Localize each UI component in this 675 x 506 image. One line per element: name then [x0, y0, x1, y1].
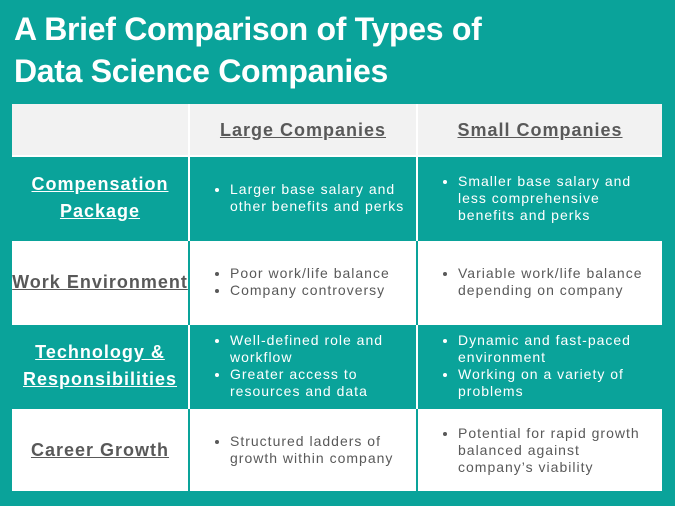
table-cell: Variable work/life balance depending on …	[416, 239, 662, 324]
bullet-item: Potential for rapid growth balanced agai…	[458, 425, 652, 476]
title-line: A Brief Comparison of Types of	[14, 11, 482, 47]
row-label: Technology & Responsibilities	[22, 342, 178, 389]
table-cell: Larger base salary and other benefits an…	[188, 155, 417, 240]
bullet-item: Well-defined role and workflow	[230, 332, 406, 366]
table-row: Career Growth Structured ladders of growt…	[12, 407, 662, 491]
table-cell: Potential for rapid growth balanced agai…	[416, 407, 662, 491]
bullet-list: Structured ladders of growth within comp…	[190, 433, 416, 467]
bullet-list: Larger base salary and other benefits an…	[190, 181, 416, 215]
table-row: Technology & Responsibilities Well-define…	[12, 323, 662, 408]
row-label: Work Environment	[12, 271, 188, 292]
bullet-item: Larger base salary and other benefits an…	[230, 181, 406, 215]
bullet-list: Potential for rapid growth balanced agai…	[418, 425, 662, 476]
title: A Brief Comparison of Types of Data Scien…	[14, 8, 482, 92]
bullet-item: Working on a variety of problems	[458, 366, 652, 400]
table-cell: Smaller base salary and less comprehensi…	[416, 155, 662, 240]
table-cell: Well-defined role and workflowGreater ac…	[188, 323, 417, 408]
column-header: Small Companies	[416, 104, 662, 156]
row-label-cell: Work Environment	[12, 239, 189, 324]
bullet-item: Poor work/life balance	[230, 265, 406, 282]
column-header-text: Small Companies	[457, 119, 623, 140]
row-label-cell: Technology & Responsibilities	[12, 323, 189, 408]
row-label: Career Growth	[30, 439, 170, 460]
column-header: Large Companies	[188, 104, 417, 156]
bullet-list: Dynamic and fast-paced environmentWorkin…	[418, 332, 662, 400]
row-label-cell: Career Growth	[12, 407, 189, 491]
title-line: Data Science Companies	[14, 53, 388, 89]
comparison-table: Large Companies Small Companies Compensat…	[12, 104, 662, 491]
corner-cell	[12, 104, 189, 156]
bullet-list: Well-defined role and workflowGreater ac…	[190, 332, 416, 400]
row-label: Compensation Package	[31, 174, 169, 221]
bullet-item: Variable work/life balance depending on …	[458, 265, 652, 299]
bullet-item: Company controversy	[230, 282, 406, 299]
bullet-item: Smaller base salary and less comprehensi…	[458, 173, 652, 224]
column-header-text: Large Companies	[219, 119, 387, 140]
bullet-item: Structured ladders of growth within comp…	[230, 433, 406, 467]
table-cell: Poor work/life balanceCompany controvers…	[188, 239, 417, 324]
table-cell: Structured ladders of growth within comp…	[188, 407, 417, 491]
table-row: Compensation Package Larger base salary a…	[12, 155, 662, 240]
bullet-list: Variable work/life balance depending on …	[418, 265, 662, 299]
bullet-list: Poor work/life balanceCompany controvers…	[190, 265, 416, 299]
table-cell: Dynamic and fast-paced environmentWorkin…	[416, 323, 662, 408]
row-label-cell: Compensation Package	[12, 155, 189, 240]
bullet-item: Greater access to resources and data	[230, 366, 406, 400]
table-row: Work EnvironmentPoor work/life balanceCo…	[12, 239, 662, 324]
bullet-item: Dynamic and fast-paced environment	[458, 332, 652, 366]
bullet-list: Smaller base salary and less comprehensi…	[418, 173, 662, 224]
header-row: Large Companies Small Companies	[12, 104, 662, 156]
